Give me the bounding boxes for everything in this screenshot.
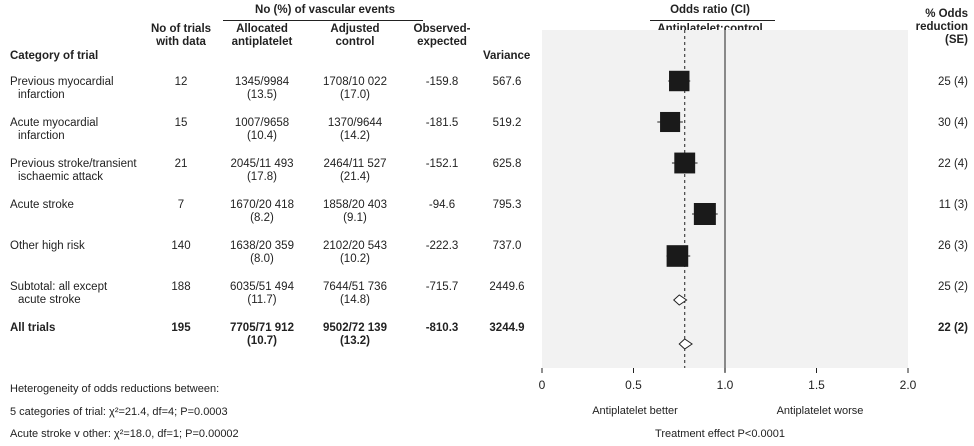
estimate-square	[693, 203, 716, 225]
cell-n: 188	[171, 281, 191, 293]
cell-adj-pct: (9.1)	[343, 212, 367, 224]
cell-adj-count: 2464/11 527	[323, 158, 387, 170]
cell-oe: -715.7	[425, 281, 459, 293]
category-header: Category of trial	[10, 50, 99, 62]
cell-var: 3244.9	[489, 322, 525, 334]
row-label: Previous stroke/transient	[10, 158, 137, 170]
cell-alloc-pct: (8.2)	[250, 212, 274, 224]
cell-reduction: 25 (2)	[937, 281, 968, 293]
allocated-header: Allocated antiplatelet	[231, 23, 293, 48]
cell-adj-pct: (13.2)	[339, 335, 371, 347]
cell-alloc-pct: (8.0)	[250, 253, 274, 265]
n-trials-header: No of trials with data	[150, 23, 212, 48]
oe-header: Observed-expected	[413, 23, 471, 48]
cell-adj-count: 1858/20 403	[323, 199, 387, 211]
variance-header: Variance	[483, 50, 531, 62]
cell-reduction: 30 (4)	[937, 117, 968, 129]
row-label-cont: ischaemic attack	[18, 171, 104, 183]
reduction-header: % Odds reduction (SE)	[915, 8, 968, 46]
cell-n: 7	[177, 199, 185, 211]
estimate-square	[674, 152, 696, 174]
row-label: Previous myocardial	[10, 76, 114, 88]
cell-reduction: 22 (4)	[937, 158, 968, 170]
x-tick-label: 2.0	[900, 378, 917, 392]
row-label-cont: acute stroke	[18, 294, 81, 306]
cell-adj-count: 1708/10 022	[323, 76, 387, 88]
odds-ratio-header: Odds ratio (CI)	[670, 4, 750, 16]
row-label: Subtotal: all except	[10, 281, 108, 293]
cell-alloc-count: 7705/71 912	[230, 322, 294, 334]
x-tick-label: 1.0	[717, 378, 734, 392]
cell-adj-count: 2102/20 543	[323, 240, 387, 252]
cell-alloc-count: 1345/9984	[234, 76, 290, 88]
cell-var: 737.0	[492, 240, 522, 252]
cell-alloc-count: 6035/51 494	[230, 281, 294, 293]
cell-oe: -222.3	[425, 240, 459, 252]
cell-var: 795.3	[492, 199, 522, 211]
cell-alloc-pct: (11.7)	[247, 294, 277, 306]
x-tick-label: 0	[539, 378, 546, 392]
effect-label: Treatment effect P<0.0001	[655, 428, 785, 440]
cell-adj-pct: (17.0)	[339, 89, 371, 101]
cell-var: 567.6	[492, 76, 522, 88]
row-label: Acute myocardial	[10, 117, 99, 129]
adjusted-header: Adjusted control	[330, 23, 380, 48]
cell-n: 12	[174, 76, 188, 88]
cell-n: 195	[171, 322, 191, 334]
cell-n: 140	[171, 240, 191, 252]
cell-adj-count: 1370/9644	[327, 117, 383, 129]
events-group-rule	[223, 20, 423, 21]
cell-alloc-pct: (13.5)	[246, 89, 278, 101]
estimate-square	[660, 111, 681, 133]
cell-n: 21	[174, 158, 188, 170]
cell-reduction: 26 (3)	[937, 240, 968, 252]
cell-alloc-pct: (10.4)	[246, 130, 278, 142]
cell-alloc-count: 2045/11 493	[230, 158, 294, 170]
row-label: All trials	[10, 322, 56, 334]
cell-adj-pct: (14.8)	[339, 294, 371, 306]
row-label-cont: infarction	[18, 130, 65, 142]
row-label-cont: infarction	[18, 89, 65, 101]
cell-alloc-pct: (10.7)	[246, 335, 278, 347]
estimate-square	[666, 245, 689, 267]
cell-oe: -181.5	[425, 117, 459, 129]
events-group-header: No (%) of vascular events	[255, 4, 395, 16]
cell-var: 519.2	[492, 117, 522, 129]
cell-alloc-count: 1638/20 359	[230, 240, 294, 252]
cell-alloc-count: 1670/20 418	[230, 199, 294, 211]
x-tick-label: 1.5	[808, 378, 825, 392]
cell-adj-pct: (10.2)	[339, 253, 371, 265]
cell-reduction: 22 (2)	[937, 322, 968, 334]
estimate-square	[669, 70, 690, 92]
cell-oe: -152.1	[425, 158, 459, 170]
cell-reduction: 25 (4)	[937, 76, 968, 88]
better-label: Antiplatelet better	[592, 405, 678, 417]
acute-stroke-test: Acute stroke v other: χ²=18.0, df=1; P=0…	[10, 428, 239, 440]
cell-reduction: 11 (3)	[938, 199, 968, 211]
pooled-diamond	[673, 294, 688, 306]
pooled-diamond	[678, 338, 693, 350]
worse-label: Antiplatelet worse	[776, 405, 864, 417]
row-label: Acute stroke	[10, 199, 74, 211]
cell-oe: -159.8	[425, 76, 459, 88]
cell-var: 625.8	[492, 158, 522, 170]
cell-adj-count: 9502/72 139	[323, 322, 387, 334]
row-label: Other high risk	[10, 240, 85, 252]
cell-adj-pct: (21.4)	[339, 171, 371, 183]
cell-oe: -810.3	[425, 322, 459, 334]
cell-n: 15	[174, 117, 188, 129]
cell-adj-pct: (14.2)	[339, 130, 371, 142]
x-tick-label: 0.5	[625, 378, 642, 392]
categories-test: 5 categories of trial: χ²=21.4, df=4; P=…	[10, 406, 228, 418]
cell-alloc-pct: (17.8)	[246, 171, 278, 183]
heterogeneity-note: Heterogeneity of odds reductions between…	[10, 383, 220, 395]
cell-adj-count: 7644/51 736	[323, 281, 387, 293]
odds-ratio-rule	[650, 20, 775, 21]
cell-var: 2449.6	[489, 281, 525, 293]
cell-alloc-count: 1007/9658	[234, 117, 290, 129]
cell-oe: -94.6	[428, 199, 456, 211]
